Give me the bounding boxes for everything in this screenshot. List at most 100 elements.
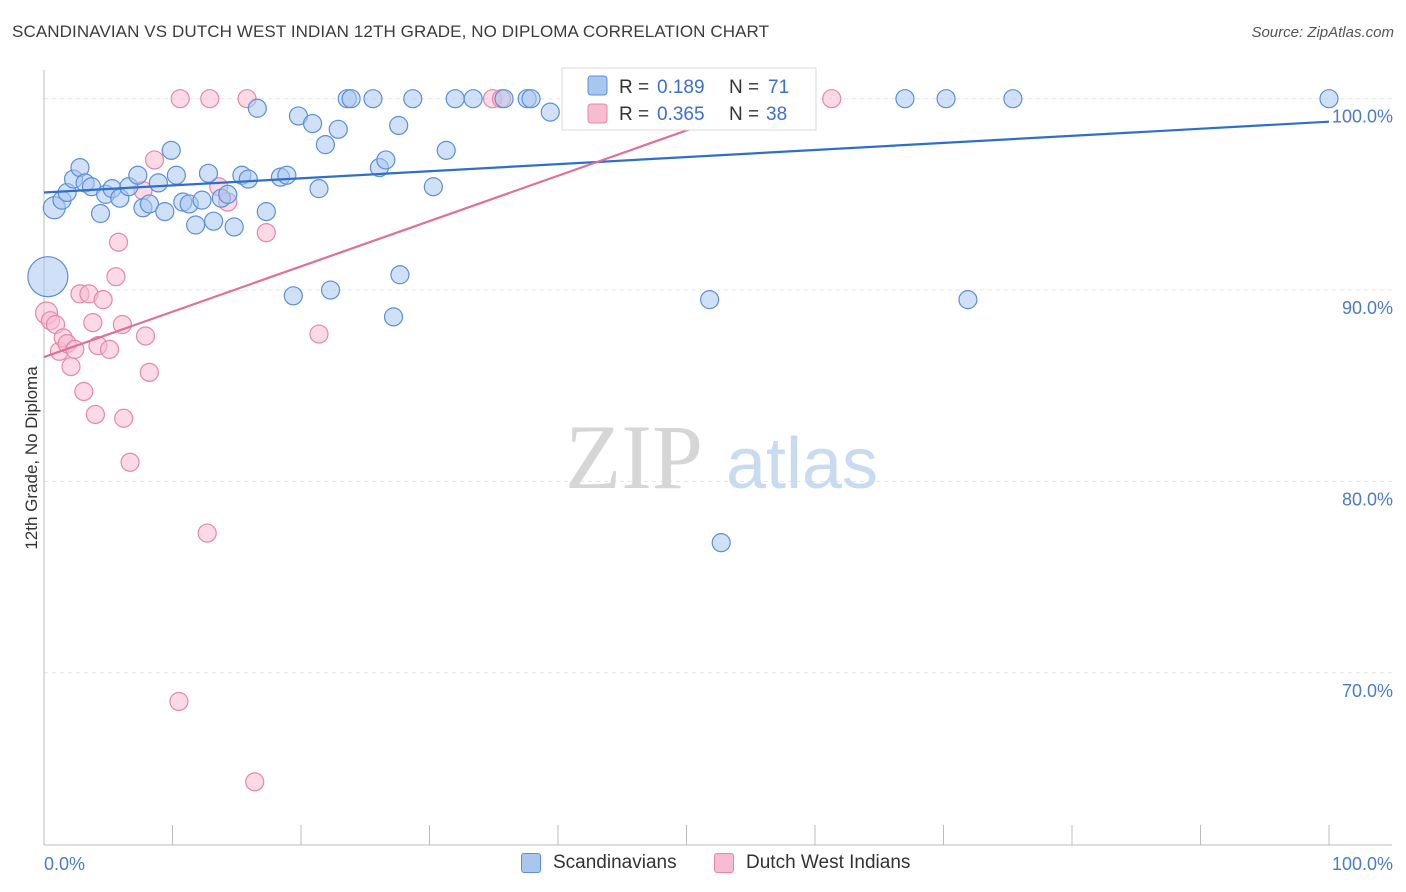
- dutch-west-indians-point-11: [83, 312, 103, 333]
- dutch-west-indians-point-15: [99, 339, 120, 359]
- series-legend: Scandinavians Dutch West Indians: [0, 852, 1406, 878]
- scandinavians-point-47: [383, 307, 404, 327]
- watermark-atlas: atlas: [726, 424, 878, 504]
- scandinavians-point-38: [309, 179, 329, 199]
- scandinavians-point-55: [494, 89, 514, 109]
- scandinavians-point-37: [302, 113, 323, 134]
- source-label: Source: ZipAtlas.com: [1251, 24, 1394, 41]
- watermark-zip: ZIP: [565, 406, 703, 508]
- series-dutch-west-indians: [34, 89, 842, 792]
- trend-line-dutch-west-indians: [43, 97, 777, 359]
- stats-n-label-0: N =: [729, 77, 759, 98]
- scandinavians-point-52: [436, 140, 456, 160]
- legend-swatch-dutch-west-indians: [714, 853, 734, 873]
- stats-r-label-0: R =: [619, 77, 649, 98]
- watermark: ZIP atlas: [565, 406, 878, 508]
- scandinavians-point-57: [521, 89, 541, 109]
- scandinavians-point-64: [711, 533, 731, 553]
- scandinavians-point-16: [148, 173, 168, 193]
- y-axis-label: 12th Grade, No Diploma: [22, 366, 41, 550]
- scandinavians-point-18: [161, 140, 181, 160]
- stats-n-value-1: 38: [766, 104, 787, 125]
- scandinavians-point-19: [166, 165, 186, 185]
- stats-n-label-1: N =: [729, 104, 759, 125]
- scandinavians-point-69: [1319, 89, 1339, 109]
- scandinavians-point-44: [363, 89, 383, 109]
- stats-r-value-0: 0.189: [657, 77, 705, 98]
- stats-legend: R = 0.189 N = 71 R = 0.365 N = 38: [561, 67, 817, 131]
- y-tick-labels: 70.0% 80.0% 90.0% 100.0%: [1332, 107, 1393, 701]
- dutch-west-indians-point-28: [200, 89, 220, 109]
- scandinavians-point-49: [390, 265, 410, 285]
- scandinavians-point-46: [376, 150, 396, 170]
- stats-r-label-1: R =: [619, 104, 649, 125]
- scandinavians-point-13: [128, 165, 148, 185]
- dutch-west-indians-point-37: [822, 89, 842, 109]
- scandinavians-point-48: [389, 115, 409, 136]
- dutch-west-indians-point-33: [256, 223, 276, 243]
- dutch-west-indians-point-14: [93, 290, 113, 310]
- x-tick-label-0: 0.0%: [44, 854, 85, 874]
- scandinavians-point-51: [423, 177, 443, 197]
- scandinavians-point-50: [403, 89, 423, 109]
- scandinavians-point-34: [277, 165, 297, 185]
- x-tick-label-1: 100.0%: [1332, 854, 1393, 874]
- scandinavians-point-24: [198, 163, 219, 183]
- dutch-west-indians-point-9: [74, 381, 94, 402]
- scandinavians-point-68: [1003, 89, 1023, 109]
- y-tick-label-3: 100.0%: [1332, 107, 1393, 127]
- scandinavians-point-0: [27, 256, 69, 298]
- chart-title: SCANDINAVIAN VS DUTCH WEST INDIAN 12TH G…: [12, 22, 770, 41]
- y-tick-label-0: 70.0%: [1342, 681, 1393, 701]
- scandinavians-point-15: [139, 194, 159, 214]
- stats-legend-swatch-blue: [587, 75, 608, 96]
- stats-legend-swatch-pink: [587, 103, 608, 124]
- dutch-west-indians-point-25: [169, 691, 189, 712]
- scandinavians-point-35: [283, 286, 303, 306]
- y-tick-label-1: 80.0%: [1342, 489, 1393, 509]
- scandinavians-point-32: [256, 202, 276, 222]
- scandinavians-point-23: [192, 190, 212, 210]
- legend-swatch-scandinavians: [521, 853, 541, 873]
- legend-item-dutch-west-indians: Dutch West Indians: [714, 852, 910, 874]
- scandinavians-point-39: [315, 135, 336, 155]
- scandinavians-point-43: [341, 89, 361, 109]
- scandinavians-point-17: [155, 202, 175, 222]
- scandinavians-point-63: [700, 290, 720, 310]
- stats-r-value-1: 0.365: [657, 104, 705, 125]
- dutch-west-indians-point-34: [309, 324, 329, 344]
- scandinavians-point-41: [328, 119, 348, 139]
- dutch-west-indians-point-20: [120, 452, 140, 472]
- trend-lines: [43, 97, 1330, 359]
- legend-label-scandinavians: Scandinavians: [553, 852, 677, 873]
- dutch-west-indians-point-18: [112, 314, 132, 335]
- y-tick-label-2: 90.0%: [1342, 298, 1393, 318]
- scandinavians-point-30: [238, 169, 258, 189]
- stats-n-value-0: 71: [768, 77, 789, 98]
- scandinavians-point-58: [540, 102, 560, 122]
- dutch-west-indians-point-32: [245, 772, 265, 792]
- legend-label-dutch-west-indians: Dutch West Indians: [746, 852, 911, 873]
- dutch-west-indians-point-26: [170, 89, 190, 109]
- dutch-west-indians-point-23: [139, 362, 159, 382]
- scandinavians-point-65: [895, 89, 915, 109]
- scandinavians-point-40: [320, 280, 341, 300]
- scandinavians-point-54: [463, 89, 483, 109]
- dutch-west-indians-point-6: [61, 357, 81, 377]
- legend-item-scandinavians: Scandinavians: [521, 852, 677, 874]
- x-tick-labels: 0.0% 100.0%: [44, 854, 1393, 874]
- scandinavians-point-66: [936, 89, 956, 109]
- axes: [43, 70, 1392, 846]
- scandinavians-point-27: [218, 184, 238, 204]
- dutch-west-indians-point-22: [135, 326, 156, 346]
- dutch-west-indians-point-16: [106, 267, 126, 287]
- dutch-west-indians-point-19: [114, 408, 134, 428]
- dutch-west-indians-point-27: [197, 523, 217, 543]
- dutch-west-indians-point-12: [85, 404, 106, 425]
- scandinavians-point-22: [186, 215, 206, 235]
- scandinavians-point-28: [224, 217, 244, 237]
- series-scandinavians: [27, 89, 1339, 553]
- grid-lines: [44, 98, 1392, 674]
- scandinavians-point-25: [204, 211, 224, 231]
